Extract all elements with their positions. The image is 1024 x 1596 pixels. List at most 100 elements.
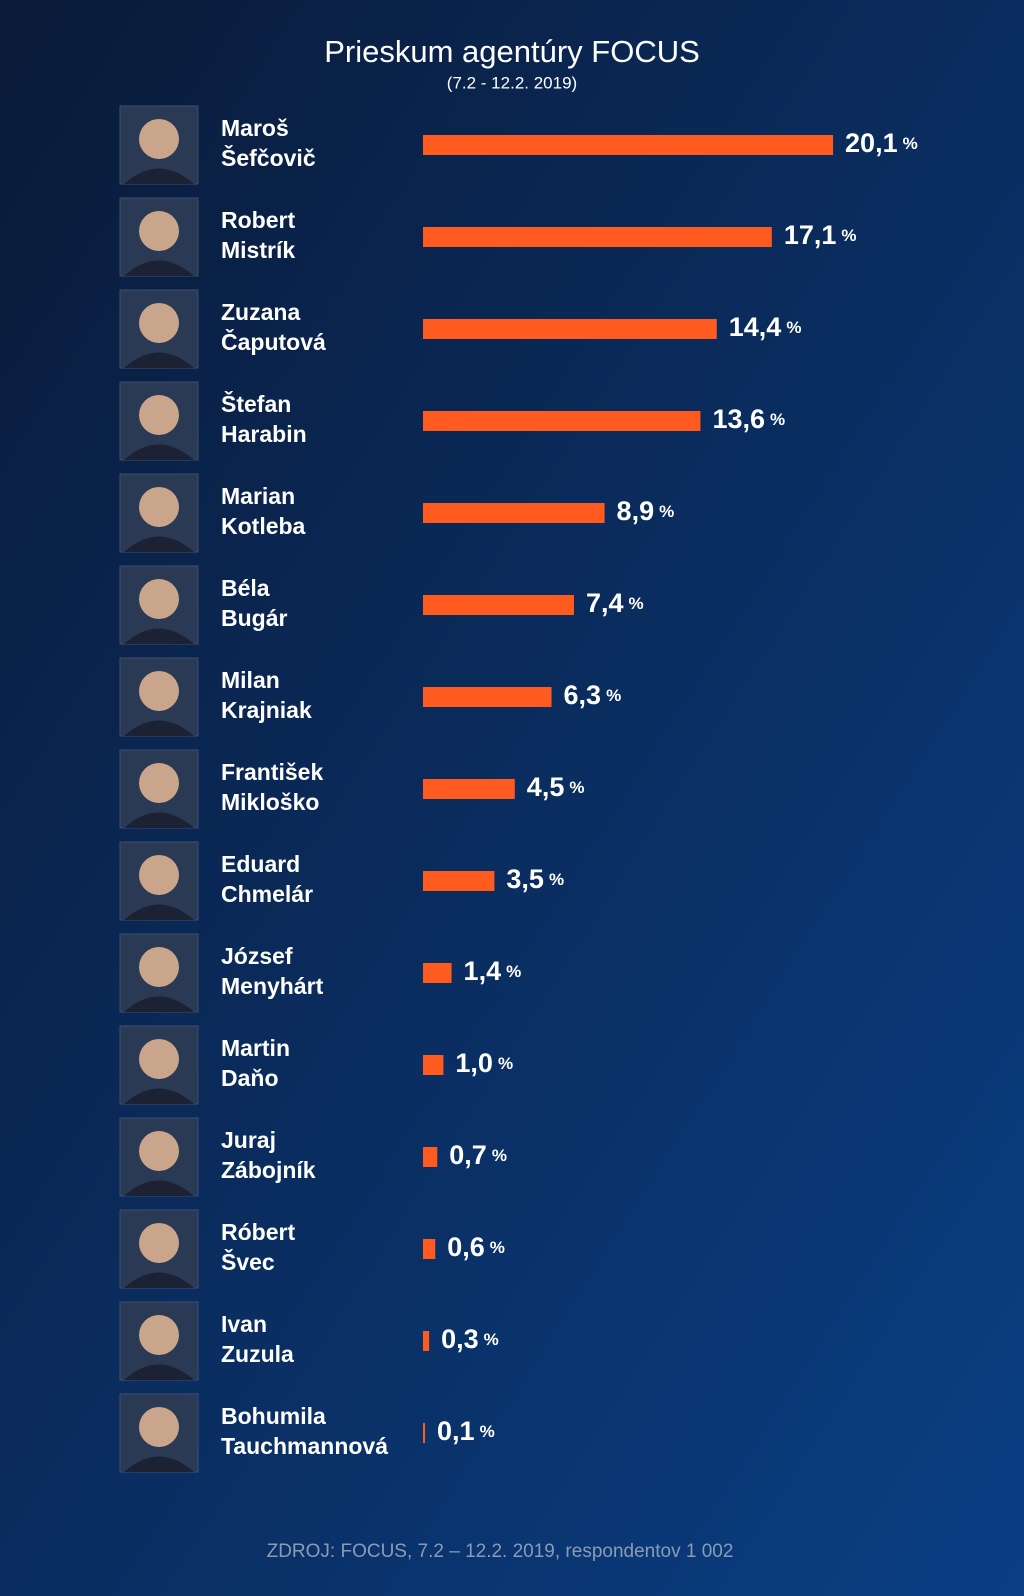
category-label: József (221, 943, 293, 969)
bar (423, 1331, 430, 1351)
value-unit: % (484, 1330, 499, 1349)
photo-head (139, 1223, 179, 1263)
photo-head (139, 947, 179, 987)
category-label: Milan (221, 667, 280, 693)
value-number: 20,1 (845, 128, 898, 158)
bar (423, 1055, 444, 1075)
value-label: 3,5% (506, 864, 564, 894)
bar (423, 871, 495, 891)
category-label: Róbert (221, 1219, 295, 1245)
bar (423, 963, 452, 983)
photo-shoulders (124, 904, 194, 920)
photo-head (139, 395, 179, 435)
value-unit: % (629, 594, 644, 613)
category-label: František (221, 759, 323, 785)
photo-head (139, 211, 179, 251)
bar (423, 595, 574, 615)
value-number: 3,5 (506, 864, 544, 894)
category-label: Krajniak (221, 697, 312, 723)
photo-head (139, 1407, 179, 1447)
value-number: 0,1 (437, 1416, 475, 1446)
category-label: Ivan (221, 1311, 267, 1337)
category-label: Švec (221, 1248, 275, 1275)
category-label: Maroš (221, 115, 289, 141)
category-label: Tauchmannová (221, 1433, 388, 1459)
category-label: Eduard (221, 851, 300, 877)
bar (423, 135, 834, 155)
value-label: 20,1% (845, 128, 918, 158)
value-number: 1,0 (455, 1048, 493, 1078)
value-number: 6,3 (564, 680, 602, 710)
photo-head (139, 1131, 179, 1171)
category-label: Harabin (221, 421, 307, 447)
photo-shoulders (124, 1456, 194, 1472)
bar (423, 779, 515, 799)
photo-head (139, 1315, 179, 1355)
photo-shoulders (124, 1364, 194, 1380)
photo-shoulders (124, 168, 194, 184)
value-number: 14,4 (729, 312, 782, 342)
value-label: 0,3% (441, 1324, 499, 1354)
value-label: 14,4% (729, 312, 802, 342)
category-label: Marian (221, 483, 295, 509)
value-number: 8,9 (617, 496, 655, 526)
value-unit: % (569, 778, 584, 797)
value-unit: % (490, 1238, 505, 1257)
category-label: Juraj (221, 1127, 276, 1153)
value-number: 0,6 (447, 1232, 485, 1262)
value-label: 8,9% (617, 496, 675, 526)
value-unit: % (770, 410, 785, 429)
bar (423, 687, 552, 707)
category-label: Mikloško (221, 789, 319, 815)
value-number: 13,6 (712, 404, 765, 434)
value-number: 7,4 (586, 588, 624, 618)
photo-shoulders (124, 1088, 194, 1104)
value-unit: % (841, 226, 856, 245)
photo-shoulders (124, 812, 194, 828)
source-note: ZDROJ: FOCUS, 7.2 – 12.2. 2019, responde… (267, 1541, 734, 1562)
value-label: 1,4% (464, 956, 522, 986)
value-label: 6,3% (564, 680, 622, 710)
bar (423, 227, 772, 247)
value-number: 4,5 (527, 772, 565, 802)
value-unit: % (480, 1422, 495, 1441)
bar (423, 1423, 426, 1443)
value-label: 0,7% (449, 1140, 507, 1170)
photo-head (139, 763, 179, 803)
bar (423, 1239, 436, 1259)
value-number: 1,4 (464, 956, 502, 986)
value-label: 1,0% (455, 1048, 513, 1078)
value-number: 17,1 (784, 220, 837, 250)
value-unit: % (659, 502, 674, 521)
bar (423, 503, 605, 523)
category-label: Menyhárt (221, 973, 324, 999)
photo-shoulders (124, 1272, 194, 1288)
value-label: 0,1% (437, 1416, 495, 1446)
category-label: Martin (221, 1035, 290, 1061)
photo-shoulders (124, 352, 194, 368)
photo-head (139, 579, 179, 619)
photo-head (139, 671, 179, 711)
chart-subtitle: (7.2 - 12.2. 2019) (447, 73, 577, 92)
photo-shoulders (124, 260, 194, 276)
photo-shoulders (124, 720, 194, 736)
category-label: Čaputová (221, 328, 326, 355)
photo-head (139, 487, 179, 527)
chart-title: Prieskum agentúry FOCUS (324, 34, 700, 69)
value-unit: % (903, 134, 918, 153)
value-unit: % (549, 870, 564, 889)
photo-shoulders (124, 536, 194, 552)
value-label: 13,6% (712, 404, 785, 434)
value-number: 0,3 (441, 1324, 479, 1354)
value-unit: % (498, 1054, 513, 1073)
category-label: Mistrík (221, 237, 295, 263)
category-label: Štefan (221, 390, 291, 417)
photo-shoulders (124, 996, 194, 1012)
category-label: Zuzula (221, 1341, 294, 1367)
value-unit: % (786, 318, 801, 337)
category-label: Daňo (221, 1065, 279, 1091)
bar (423, 319, 717, 339)
category-label: Robert (221, 207, 295, 233)
photo-shoulders (124, 1180, 194, 1196)
